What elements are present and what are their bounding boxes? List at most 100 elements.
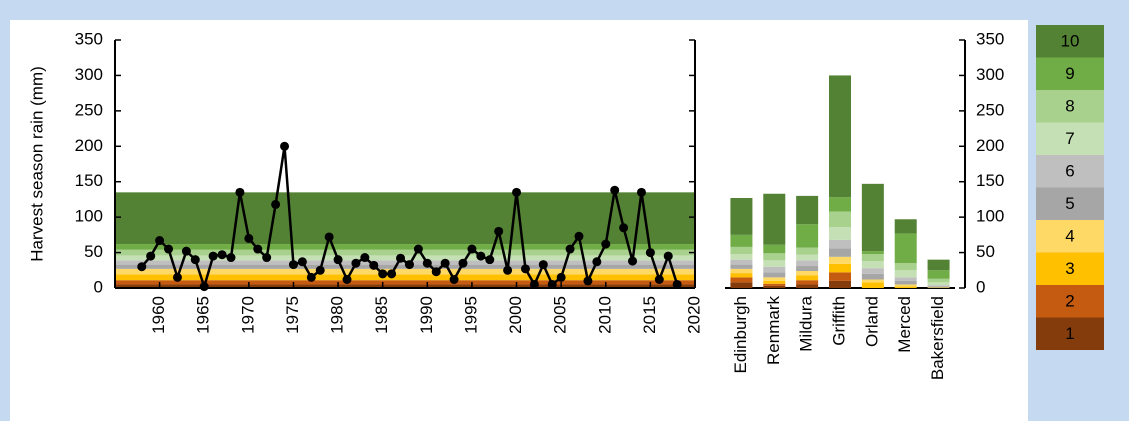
y-tick-label: 0 bbox=[976, 277, 985, 296]
bar-segment bbox=[861, 279, 884, 283]
data-point bbox=[297, 257, 307, 267]
data-point bbox=[610, 185, 620, 195]
bar-segment bbox=[829, 211, 851, 228]
legend-label: 4 bbox=[1065, 227, 1074, 246]
x-tick-label: 2010 bbox=[595, 296, 614, 334]
data-point bbox=[467, 244, 477, 254]
data-point bbox=[190, 255, 200, 265]
y-tick-label: 350 bbox=[976, 29, 1004, 48]
data-point bbox=[396, 253, 406, 263]
decile-band bbox=[115, 192, 695, 245]
bar-segment bbox=[927, 270, 950, 279]
data-point bbox=[369, 260, 379, 270]
data-point bbox=[217, 250, 227, 260]
data-point bbox=[645, 248, 655, 258]
bar-segment bbox=[829, 256, 851, 264]
data-point bbox=[628, 256, 638, 266]
legend-swatch bbox=[1036, 25, 1104, 58]
x-tick-label: 2000 bbox=[506, 296, 525, 334]
data-point bbox=[404, 260, 414, 270]
data-point bbox=[315, 265, 325, 275]
bar-segment bbox=[927, 285, 950, 287]
data-point bbox=[565, 244, 575, 254]
data-point bbox=[494, 226, 504, 236]
bar-segment bbox=[927, 287, 950, 288]
bar-segment bbox=[927, 282, 950, 286]
data-point bbox=[378, 269, 388, 279]
bar-segment bbox=[730, 234, 753, 247]
bar-segment bbox=[796, 260, 819, 267]
bar-segment bbox=[894, 263, 917, 271]
bar-segment bbox=[861, 253, 884, 262]
data-point bbox=[547, 279, 557, 289]
category-label: Edinburgh bbox=[731, 296, 750, 374]
category-label: Griffith bbox=[829, 296, 848, 346]
data-point bbox=[360, 253, 370, 263]
bar-segment bbox=[796, 275, 819, 281]
data-point bbox=[333, 255, 343, 265]
data-point bbox=[592, 257, 602, 267]
data-point bbox=[244, 233, 254, 243]
legend-label: 10 bbox=[1061, 32, 1080, 51]
y-tick-label: 350 bbox=[75, 29, 103, 48]
data-point bbox=[181, 246, 191, 256]
data-point bbox=[199, 282, 209, 292]
x-tick-label: 2015 bbox=[640, 296, 659, 334]
data-point bbox=[324, 232, 334, 242]
data-point bbox=[342, 274, 352, 284]
data-point bbox=[172, 272, 182, 282]
legend-swatch bbox=[1036, 155, 1104, 188]
data-point bbox=[636, 187, 646, 197]
data-point bbox=[672, 279, 682, 289]
bar-segment bbox=[829, 197, 851, 212]
bar-segment bbox=[927, 286, 950, 288]
bar-segment bbox=[730, 198, 753, 235]
bar-segment bbox=[763, 266, 786, 273]
data-point bbox=[485, 255, 495, 265]
bar-segment bbox=[829, 248, 851, 257]
data-point bbox=[155, 236, 165, 246]
bar-segment bbox=[796, 270, 819, 276]
data-point bbox=[226, 253, 236, 263]
legend-swatch bbox=[1036, 122, 1104, 155]
legend-swatch bbox=[1036, 57, 1104, 90]
data-point bbox=[271, 199, 281, 209]
y-tick-label: 300 bbox=[75, 65, 103, 84]
data-point bbox=[351, 258, 361, 268]
bar-segment bbox=[763, 283, 786, 286]
data-point bbox=[503, 265, 513, 275]
legend-label: 8 bbox=[1065, 97, 1074, 116]
category-label: Renmark bbox=[764, 296, 783, 365]
data-point bbox=[431, 267, 441, 277]
data-point bbox=[288, 260, 298, 270]
legend-label: 5 bbox=[1065, 194, 1074, 213]
y-tick-label: 300 bbox=[976, 65, 1004, 84]
x-tick-label: 1970 bbox=[238, 296, 257, 334]
decile-band bbox=[115, 264, 695, 269]
data-point bbox=[164, 244, 174, 254]
legend-swatch bbox=[1036, 285, 1104, 318]
y-tick-label: 100 bbox=[75, 207, 103, 226]
data-point bbox=[583, 276, 593, 286]
bar-segment bbox=[763, 272, 786, 278]
bar-segment bbox=[927, 259, 950, 271]
category-label: Orland bbox=[862, 296, 881, 347]
data-point bbox=[413, 244, 423, 254]
data-point bbox=[654, 274, 664, 284]
y-axis-label: Harvest season rain (mm) bbox=[27, 66, 46, 262]
bar-segment bbox=[796, 284, 819, 288]
bar-segment bbox=[829, 239, 851, 249]
y-tick-label: 150 bbox=[976, 171, 1004, 190]
y-tick-label: 150 bbox=[75, 171, 103, 190]
bar-segment bbox=[796, 195, 819, 225]
legend-label: 1 bbox=[1065, 324, 1074, 343]
bar-segment bbox=[829, 280, 851, 288]
decile-band bbox=[115, 244, 695, 250]
bar-segment bbox=[730, 268, 753, 274]
data-point bbox=[556, 272, 566, 282]
data-point bbox=[538, 260, 548, 270]
data-point bbox=[387, 269, 397, 279]
data-point bbox=[458, 258, 468, 268]
legend-swatch bbox=[1036, 252, 1104, 285]
data-point bbox=[476, 251, 486, 261]
